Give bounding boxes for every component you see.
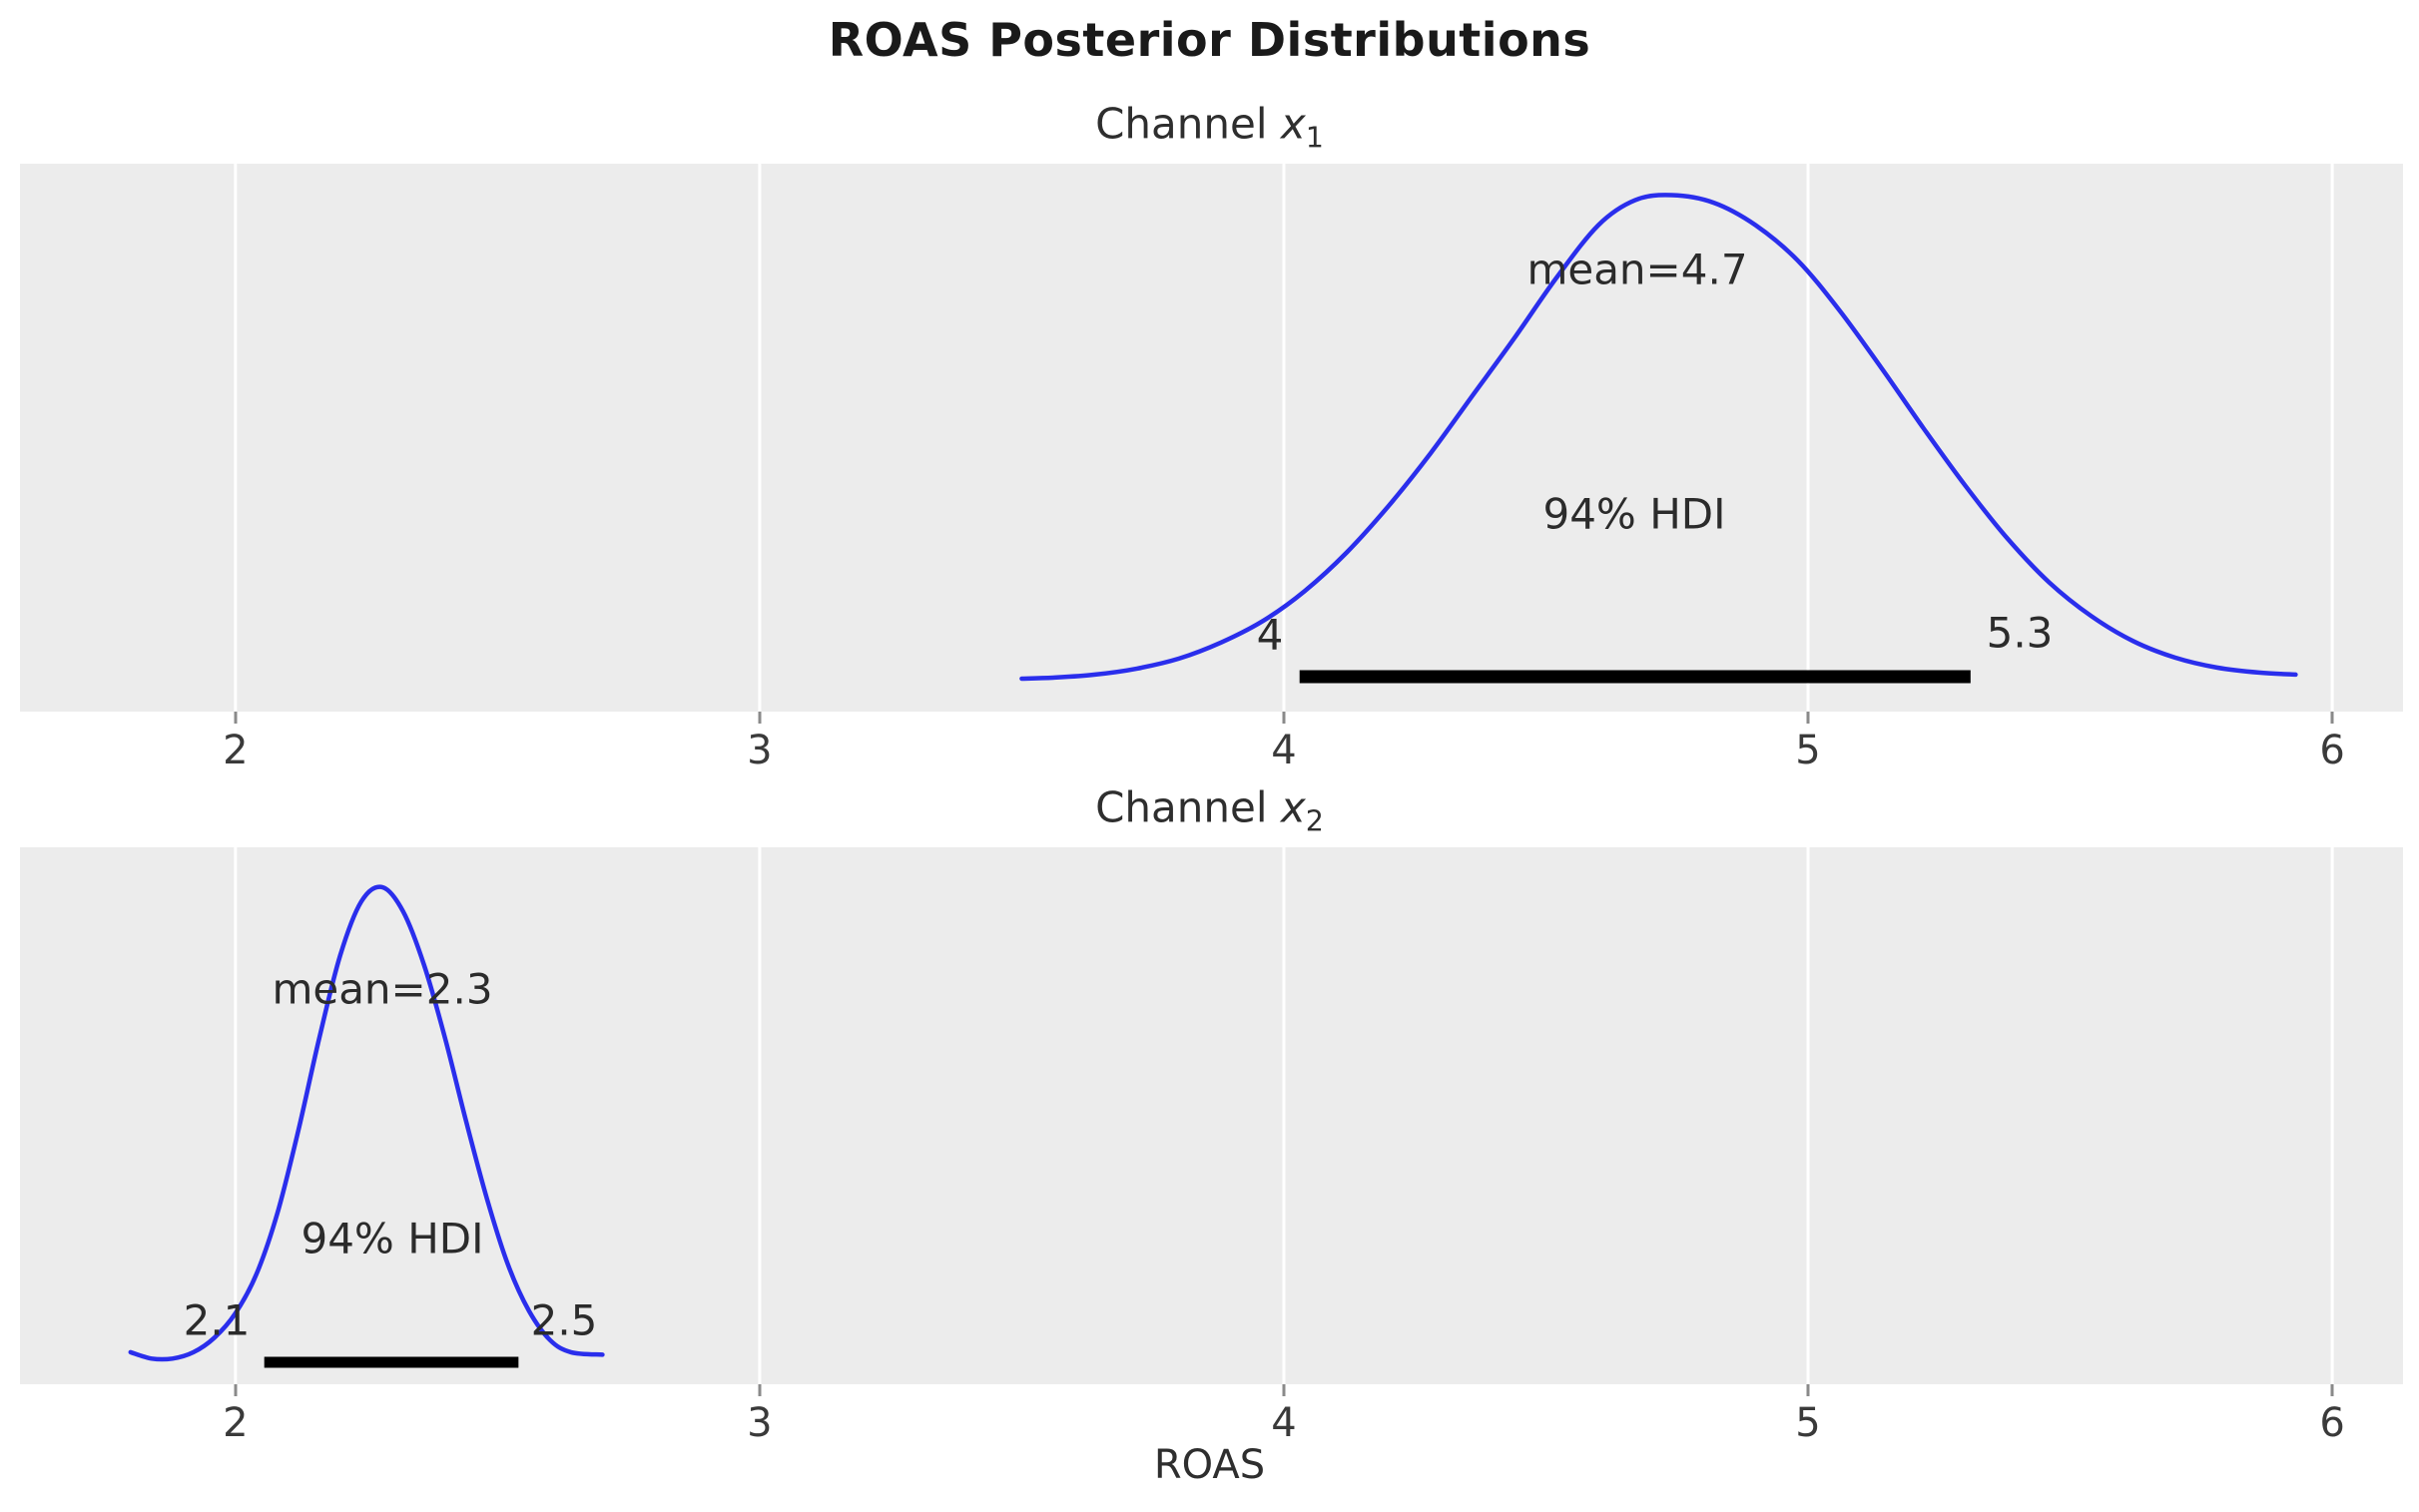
subplot-title-variable: x (1280, 782, 1306, 832)
tick-label: 3 (747, 728, 773, 773)
tick-mark (758, 1384, 762, 1396)
kde-curve-plot-x1 (234, 164, 2334, 712)
subplot-title-prefix: Channel (1095, 99, 1281, 149)
subplot-title-channel-x2: Channel x2 (0, 782, 2419, 837)
tick-label: 6 (2319, 1400, 2345, 1446)
axes-channel-x2: mean=2.3 94% HDI 2.1 2.5 (20, 847, 2403, 1384)
hdi-label-x1: 94% HDI (1542, 489, 1726, 539)
tick-label: 6 (2319, 728, 2345, 773)
tick-label: 2 (223, 1400, 249, 1446)
hdi-lower-bound-x1: 4 (1256, 610, 1284, 660)
subplot-title-subscript: 1 (1305, 120, 1324, 155)
subplot-title-subscript: 2 (1305, 803, 1324, 838)
tick-label: 5 (1795, 728, 1821, 773)
x-axis-ticks-plot2: 2 3 4 5 6 (20, 1384, 2403, 1464)
subplot-title-variable: x (1280, 99, 1306, 149)
hdi-upper-bound-x2: 2.5 (530, 1295, 598, 1345)
figure-title: ROAS Posterior Distributions (828, 13, 1591, 67)
tick-label: 4 (1271, 1400, 1297, 1446)
x-axis-ticks-plot1: 2 3 4 5 6 (20, 712, 2403, 791)
tick-mark (2330, 1384, 2334, 1396)
hdi-label-x2: 94% HDI (301, 1214, 484, 1263)
hdi-lower-bound-x2: 2.1 (183, 1295, 251, 1345)
tick-label: 4 (1271, 728, 1297, 773)
axes-channel-x1: mean=4.7 94% HDI 4 5.3 (20, 164, 2403, 712)
tick-label: 5 (1795, 1400, 1821, 1446)
tick-mark (1282, 712, 1286, 724)
kde-curve-plot-x2 (128, 847, 2334, 1384)
tick-mark (234, 1384, 238, 1396)
subplot-title-prefix: Channel (1095, 782, 1281, 832)
hdi-upper-bound-x1: 5.3 (1986, 608, 2054, 658)
tick-label: 3 (747, 1400, 773, 1446)
tick-mark (2330, 712, 2334, 724)
tick-mark (1282, 1384, 1286, 1396)
mean-annotation-x2: mean=2.3 (272, 964, 493, 1014)
tick-mark (758, 712, 762, 724)
tick-label: 2 (223, 728, 249, 773)
tick-mark (234, 712, 238, 724)
tick-mark (1806, 712, 1810, 724)
subplot-title-channel-x1: Channel x1 (0, 99, 2419, 154)
mean-annotation-x1: mean=4.7 (1526, 245, 1748, 294)
tick-mark (1806, 1384, 1810, 1396)
x-axis-label: ROAS (1153, 1442, 1266, 1488)
